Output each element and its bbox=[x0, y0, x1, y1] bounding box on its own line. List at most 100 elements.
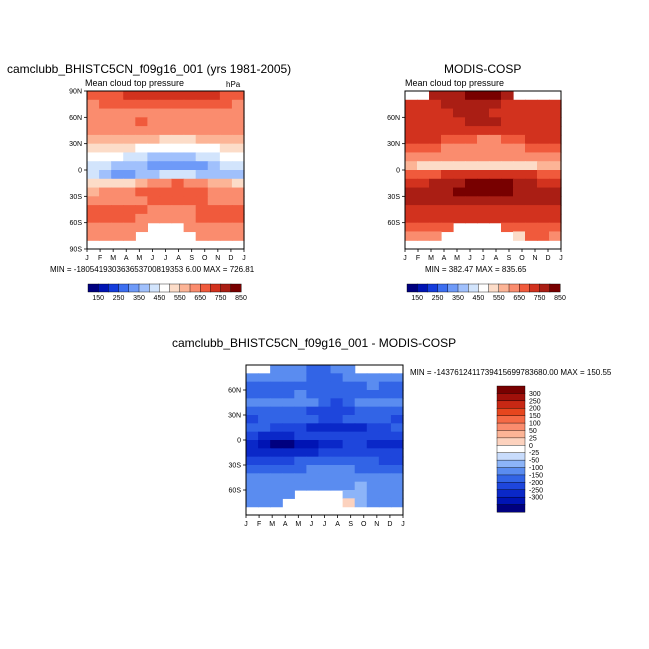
heatmap-cell bbox=[123, 117, 136, 127]
heatmap-cell bbox=[477, 99, 490, 110]
heatmap-cell bbox=[270, 473, 283, 483]
model-panel-units: hPa bbox=[226, 80, 241, 89]
heatmap-cell bbox=[270, 381, 283, 391]
colorbar-swatch bbox=[496, 474, 526, 483]
colorbar-label: -200 bbox=[529, 480, 543, 487]
heatmap-cell bbox=[489, 187, 502, 197]
heatmap-cell bbox=[489, 161, 502, 171]
heatmap-cell bbox=[99, 99, 112, 110]
heatmap-cell bbox=[183, 161, 197, 171]
heatmap-cell bbox=[330, 373, 344, 383]
heatmap-cell bbox=[417, 222, 430, 233]
colorbar-swatch bbox=[87, 283, 99, 293]
y-tick-label: 60N bbox=[69, 115, 82, 122]
x-tick-label: A bbox=[335, 521, 340, 528]
heatmap-cell bbox=[429, 134, 442, 145]
heatmap-cell bbox=[366, 448, 380, 458]
heatmap-cell bbox=[195, 134, 209, 145]
heatmap-cell bbox=[246, 431, 259, 441]
heatmap-cell bbox=[465, 170, 478, 180]
heatmap-cell bbox=[318, 381, 332, 391]
heatmap-cell bbox=[441, 205, 454, 215]
y-tick-label: 30N bbox=[387, 141, 400, 148]
heatmap-cell bbox=[549, 152, 562, 162]
x-tick-label: M bbox=[295, 521, 301, 528]
heatmap-cell bbox=[417, 213, 430, 224]
heatmap-cell bbox=[99, 231, 112, 241]
heatmap-cell bbox=[306, 373, 320, 383]
heatmap-cell bbox=[366, 490, 380, 499]
heatmap-cell bbox=[537, 117, 550, 127]
heatmap-cell bbox=[306, 365, 320, 374]
colorbar-swatch bbox=[128, 283, 140, 293]
heatmap-cell bbox=[330, 473, 344, 483]
heatmap-cell bbox=[513, 152, 526, 162]
heatmap-cell bbox=[207, 178, 221, 189]
heatmap-cell bbox=[159, 187, 173, 197]
heatmap-cell bbox=[147, 143, 161, 154]
heatmap-cell bbox=[99, 178, 112, 189]
heatmap-cell bbox=[537, 231, 550, 241]
x-tick-label: J bbox=[481, 255, 485, 262]
heatmap-cell bbox=[390, 423, 404, 433]
heatmap-cell bbox=[378, 423, 392, 433]
colorbar-label: 850 bbox=[235, 295, 247, 302]
heatmap-cell bbox=[378, 448, 392, 458]
heatmap-cell bbox=[354, 406, 368, 416]
heatmap-cell bbox=[501, 117, 514, 127]
heatmap-cell bbox=[501, 91, 514, 101]
heatmap-cell bbox=[111, 231, 124, 241]
heatmap-cell bbox=[405, 222, 418, 233]
heatmap-cell bbox=[342, 390, 356, 399]
heatmap-cell bbox=[246, 440, 259, 449]
heatmap-cell bbox=[465, 205, 478, 215]
heatmap-cell bbox=[453, 99, 466, 110]
heatmap-cell bbox=[489, 134, 502, 145]
heatmap-cell bbox=[342, 406, 356, 416]
heatmap-cell bbox=[171, 91, 185, 101]
heatmap-cell bbox=[183, 196, 197, 206]
heatmap-cell bbox=[477, 213, 490, 224]
heatmap-cell bbox=[549, 143, 562, 154]
heatmap-cell bbox=[207, 187, 221, 197]
heatmap-cell bbox=[417, 99, 430, 110]
heatmap-cell bbox=[330, 406, 344, 416]
heatmap-cell bbox=[183, 187, 197, 197]
heatmap-cell bbox=[246, 390, 259, 399]
heatmap-cell bbox=[219, 99, 233, 110]
heatmap-cell bbox=[378, 440, 392, 449]
heatmap-cell bbox=[417, 178, 430, 189]
heatmap-cell bbox=[135, 222, 148, 233]
heatmap-cell bbox=[219, 231, 233, 241]
heatmap-cell bbox=[270, 365, 283, 374]
heatmap-cell bbox=[405, 117, 418, 127]
heatmap-cell bbox=[318, 456, 332, 466]
heatmap-cell bbox=[318, 481, 332, 491]
heatmap-cell bbox=[111, 126, 124, 136]
heatmap-cell bbox=[195, 196, 209, 206]
heatmap-cell bbox=[501, 126, 514, 136]
heatmap-cell bbox=[183, 117, 197, 127]
heatmap-cell bbox=[318, 423, 332, 433]
heatmap-cell bbox=[390, 415, 404, 424]
heatmap-cell bbox=[111, 213, 124, 224]
x-tick-label: M bbox=[136, 255, 142, 262]
y-tick-label: 30N bbox=[69, 141, 82, 148]
heatmap-cell bbox=[183, 222, 197, 233]
heatmap-cell bbox=[207, 134, 221, 145]
model-panel-stats: MIN = -180541930363653700819353 6.00 MAX… bbox=[50, 265, 255, 274]
heatmap-cell bbox=[537, 126, 550, 136]
heatmap-cell bbox=[147, 91, 161, 101]
heatmap-cell bbox=[537, 99, 550, 110]
x-tick-label: A bbox=[283, 521, 288, 528]
heatmap-cell bbox=[219, 143, 233, 154]
heatmap-cell bbox=[489, 99, 502, 110]
x-tick-label: J bbox=[559, 255, 563, 262]
heatmap-cell bbox=[330, 381, 344, 391]
heatmap-cell bbox=[294, 440, 307, 449]
colorbar-swatch bbox=[496, 408, 526, 417]
heatmap-cell bbox=[270, 431, 283, 441]
heatmap-cell bbox=[246, 465, 259, 474]
heatmap-cell bbox=[87, 126, 100, 136]
colorbar-swatch bbox=[427, 283, 439, 293]
